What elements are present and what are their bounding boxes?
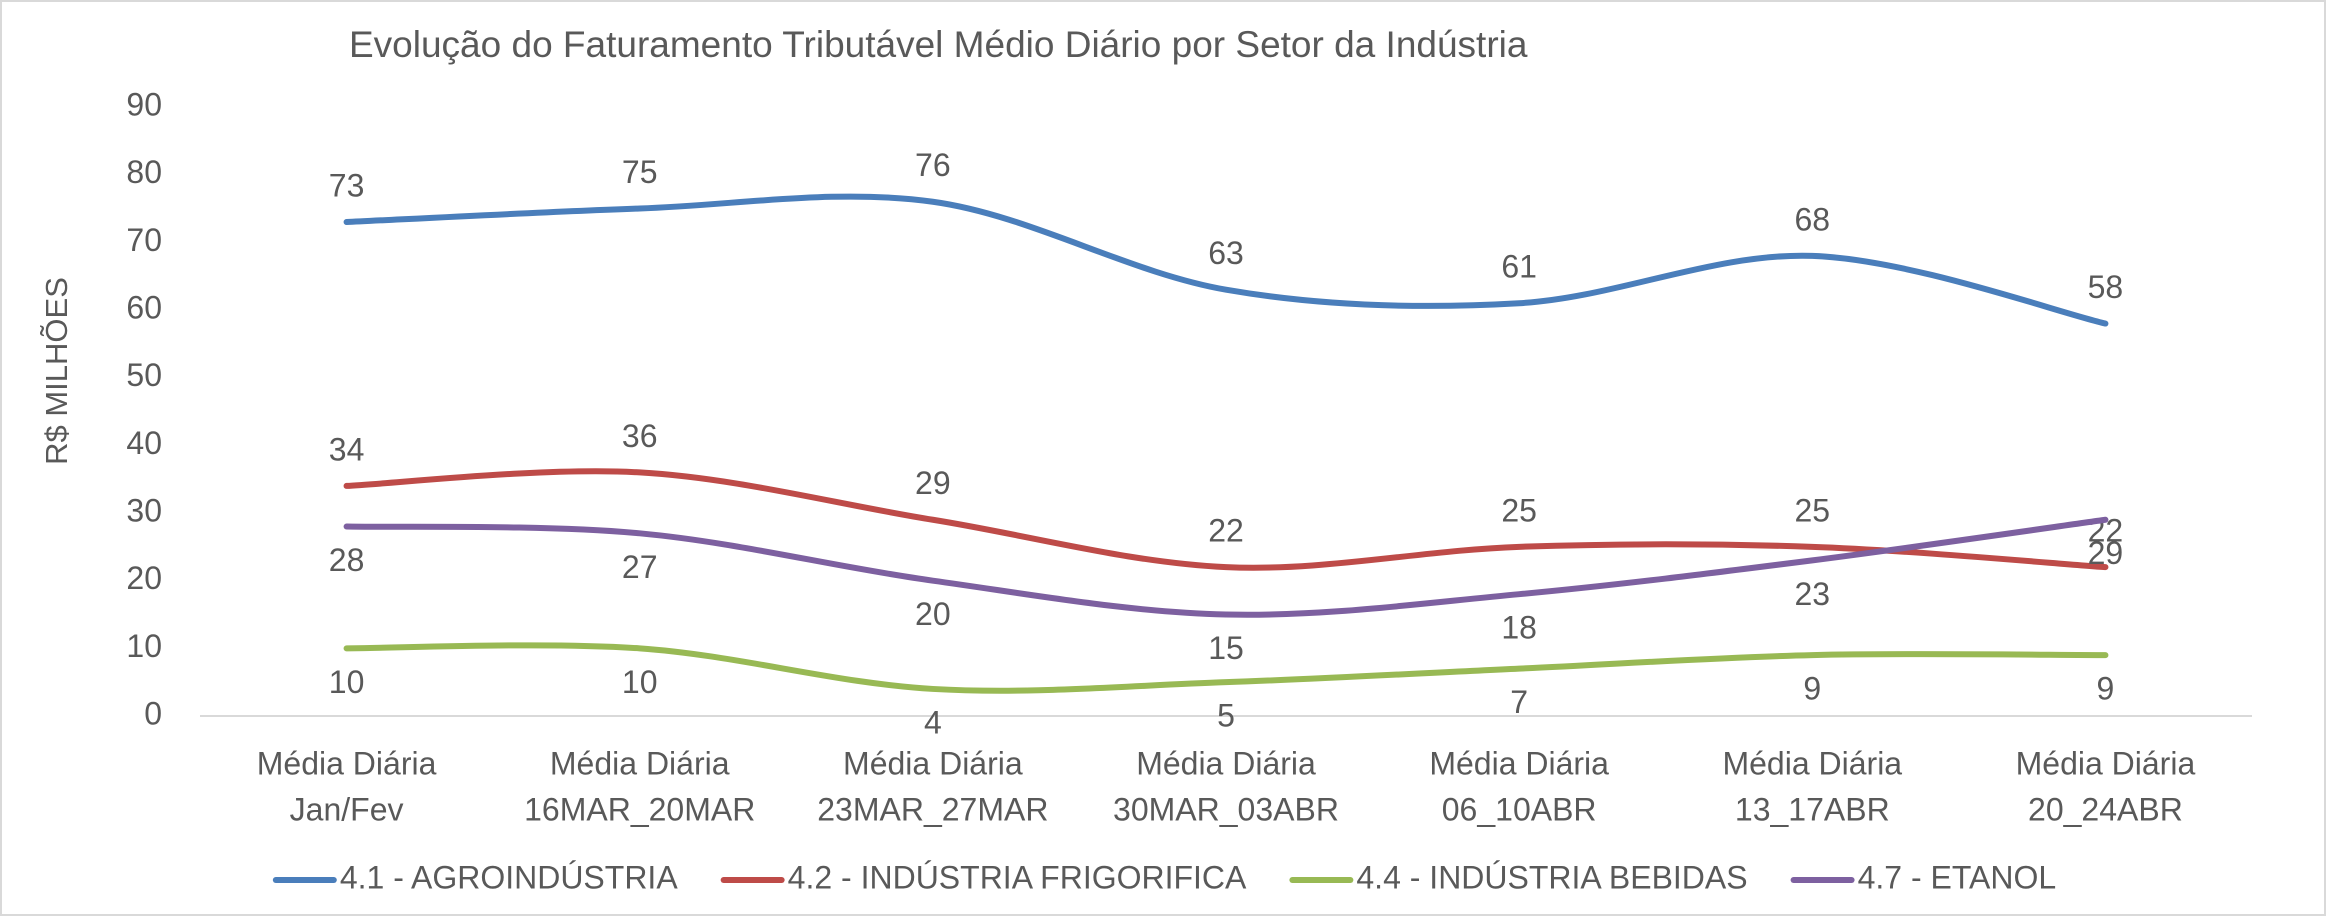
data-label: 10 [329, 664, 365, 700]
data-label: 34 [329, 431, 365, 467]
y-tick-label: 10 [126, 628, 162, 664]
legend-label: 4.4 - INDÚSTRIA BEBIDAS [1356, 859, 1747, 895]
x-tick-label: Jan/Fev [290, 791, 404, 827]
x-tick-label: Média Diária [1429, 745, 1609, 781]
x-tick-label: 20_24ABR [2028, 791, 2183, 827]
data-label: 7 [1510, 684, 1528, 720]
data-label: 76 [915, 147, 951, 183]
x-tick-label: Média Diária [1136, 745, 1316, 781]
x-tick-label: 30MAR_03ABR [1113, 791, 1339, 827]
x-tick-label: Média Diária [843, 745, 1023, 781]
x-tick-label: Média Diária [2016, 745, 2196, 781]
data-label: 28 [329, 542, 365, 578]
x-tick-label: 13_17ABR [1735, 791, 1890, 827]
data-label: 25 [1501, 492, 1537, 528]
data-label: 68 [1794, 201, 1830, 237]
x-tick-label: Média Diária [257, 745, 437, 781]
data-label: 5 [1217, 698, 1235, 734]
data-label: 18 [1501, 610, 1537, 646]
data-label: 20 [915, 596, 951, 632]
y-tick-label: 50 [126, 357, 162, 393]
y-tick-label: 40 [126, 425, 162, 461]
y-tick-label: 60 [126, 289, 162, 325]
data-label: 36 [622, 418, 658, 454]
data-label: 25 [1794, 492, 1830, 528]
data-label: 10 [622, 664, 658, 700]
data-label: 63 [1208, 235, 1244, 271]
data-label: 27 [622, 549, 658, 585]
y-tick-label: 70 [126, 222, 162, 258]
chart-title: Evolução do Faturamento Tributável Médio… [349, 24, 1528, 65]
data-label: 4 [924, 704, 942, 740]
data-label: 29 [2088, 535, 2124, 571]
data-label: 23 [1794, 576, 1830, 612]
y-tick-label: 0 [144, 695, 162, 731]
data-label: 75 [622, 154, 658, 190]
data-label: 73 [329, 167, 365, 203]
legend-label: 4.1 - AGROINDÚSTRIA [340, 859, 679, 895]
series-line [343, 642, 2109, 694]
x-tick-label: 06_10ABR [1442, 791, 1597, 827]
x-tick-label: Média Diária [1722, 745, 1902, 781]
series-line [343, 193, 2109, 327]
y-tick-label: 30 [126, 492, 162, 528]
y-tick-label: 80 [126, 154, 162, 190]
y-tick-label: 20 [126, 560, 162, 596]
data-label: 22 [1208, 513, 1244, 549]
y-tick-label: 90 [126, 86, 162, 122]
series-line [343, 516, 2109, 618]
x-tick-label: 16MAR_20MAR [524, 791, 755, 827]
x-tick-label: 23MAR_27MAR [817, 791, 1048, 827]
data-label: 29 [915, 465, 951, 501]
legend-label: 4.7 - ETANOL [1858, 859, 2057, 895]
y-axis-label: R$ MILHÕES [39, 277, 74, 465]
data-label: 61 [1501, 249, 1537, 285]
legend-label: 4.2 - INDÚSTRIA FRIGORIFICA [788, 859, 1247, 895]
data-label: 9 [2097, 671, 2115, 707]
data-label: 9 [1803, 671, 1821, 707]
series-line [343, 468, 2109, 571]
data-label: 58 [2088, 269, 2124, 305]
x-tick-label: Média Diária [550, 745, 730, 781]
data-label: 15 [1208, 630, 1244, 666]
